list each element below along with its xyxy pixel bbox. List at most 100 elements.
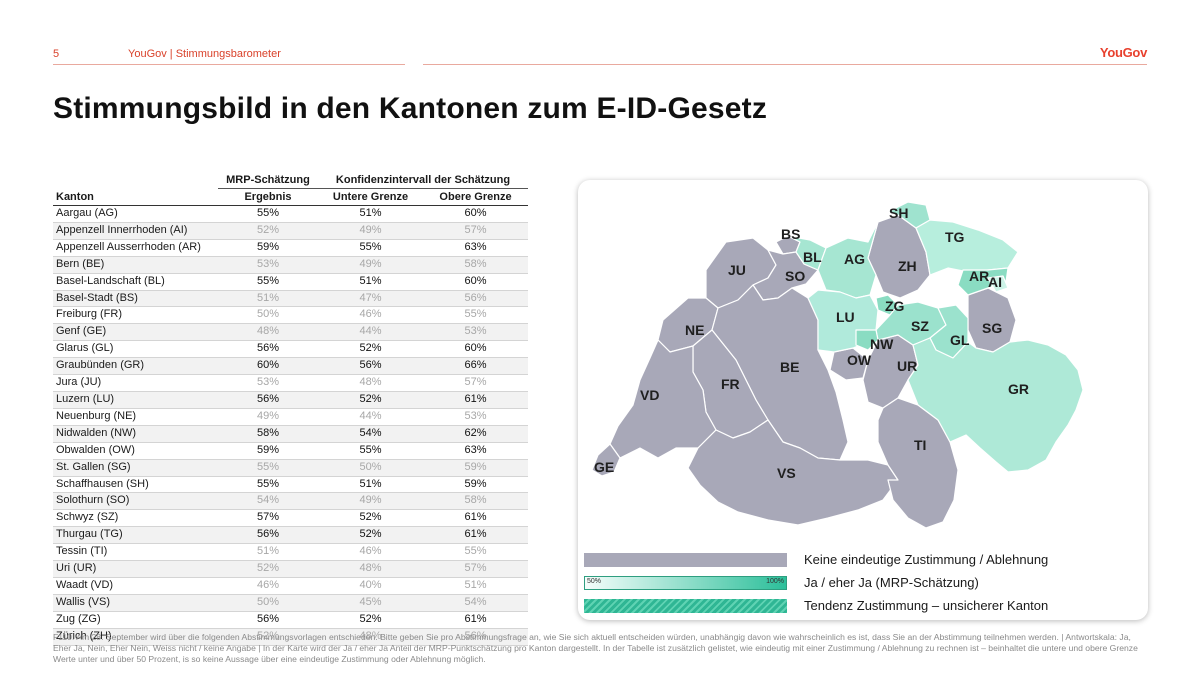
canton-name-cell: Wallis (VS)	[53, 594, 218, 612]
ergebnis-cell: 49%	[218, 408, 318, 426]
canton-vd	[609, 339, 717, 459]
table-row: Basel-Landschaft (BL) 55% 51% 60%	[53, 273, 528, 291]
obere-grenze-cell: 61%	[423, 509, 528, 528]
obere-grenze-cell: 51%	[423, 577, 528, 595]
table-row: Schwyz (SZ) 57% 52% 61%	[53, 509, 528, 528]
canton-name-cell: Appenzell Ausserrhoden (AR)	[53, 239, 218, 257]
label-bs: BS	[781, 226, 800, 242]
ergebnis-cell: 60%	[218, 357, 318, 376]
table-row: Luzern (LU) 56% 52% 61%	[53, 391, 528, 409]
untere-grenze-cell: 46%	[318, 306, 423, 325]
ergebnis-cell: 51%	[218, 543, 318, 562]
obere-grenze-cell: 57%	[423, 222, 528, 240]
label-fr: FR	[721, 376, 740, 392]
obere-grenze-cell: 59%	[423, 476, 528, 494]
header-kanton: Kanton	[53, 188, 218, 206]
untere-grenze-cell: 49%	[318, 256, 423, 274]
obere-grenze-cell: 60%	[423, 273, 528, 291]
table-row: Appenzell Ausserrhoden (AR) 59% 55% 63%	[53, 239, 528, 257]
canton-name-cell: Zürich (ZH)	[53, 628, 218, 646]
canton-name-cell: Freiburg (FR)	[53, 306, 218, 325]
table-row: Waadt (VD) 46% 40% 51%	[53, 577, 528, 595]
obere-grenze-cell: 57%	[423, 560, 528, 578]
canton-ge	[591, 443, 621, 477]
table-row: Neuenburg (NE) 49% 44% 53%	[53, 408, 528, 426]
label-ur: UR	[897, 358, 917, 374]
table-row: Zürich (ZH) 52% 48% 56%	[53, 628, 528, 646]
canton-name-cell: Basel-Landschaft (BL)	[53, 273, 218, 291]
table-row: Aargau (AG) 55% 51% 60%	[53, 205, 528, 223]
obere-grenze-cell: 60%	[423, 340, 528, 359]
ergebnis-cell: 50%	[218, 594, 318, 612]
canton-name-cell: Graubünden (GR)	[53, 357, 218, 376]
untere-grenze-cell: 49%	[318, 492, 423, 511]
canton-name-cell: Neuenburg (NE)	[53, 408, 218, 426]
header-empty	[53, 172, 218, 189]
legend-swatch-grey	[584, 553, 787, 567]
obere-grenze-cell: 54%	[423, 594, 528, 612]
table-row: Appenzell Innerrhoden (AI) 52% 49% 57%	[53, 222, 528, 240]
ergebnis-cell: 55%	[218, 273, 318, 291]
table-row: Schaffhausen (SH) 55% 51% 59%	[53, 476, 528, 494]
map-legend: Keine eindeutige Zustimmung / Ablehnung …	[584, 550, 1104, 620]
ergebnis-cell: 52%	[218, 560, 318, 578]
legend-row-yes: 50% 100% Ja / eher Ja (MRP-Schätzung)	[584, 573, 1104, 593]
obere-grenze-cell: 56%	[423, 628, 528, 646]
label-bl: BL	[803, 249, 822, 265]
table-row: Bern (BE) 53% 49% 58%	[53, 256, 528, 274]
ergebnis-cell: 59%	[218, 239, 318, 257]
canton-name-cell: Luzern (LU)	[53, 391, 218, 409]
table-row: Tessin (TI) 51% 46% 55%	[53, 543, 528, 562]
untere-grenze-cell: 55%	[318, 239, 423, 257]
canton-name-cell: Schwyz (SZ)	[53, 509, 218, 528]
untere-grenze-cell: 48%	[318, 560, 423, 578]
canton-table: MRP-Schätzung Konfidenzintervall der Sch…	[53, 172, 528, 646]
untere-grenze-cell: 52%	[318, 340, 423, 359]
untere-grenze-cell: 40%	[318, 577, 423, 595]
obere-grenze-cell: 53%	[423, 408, 528, 426]
label-ju: JU	[728, 262, 746, 278]
ergebnis-cell: 53%	[218, 374, 318, 392]
header-group-mrp: MRP-Schätzung	[218, 172, 318, 189]
table-row: Glarus (GL) 56% 52% 60%	[53, 340, 528, 359]
untere-grenze-cell: 48%	[318, 628, 423, 646]
canton-name-cell: Appenzell Innerrhoden (AI)	[53, 222, 218, 240]
label-sg: SG	[982, 320, 1002, 336]
obere-grenze-cell: 55%	[423, 543, 528, 562]
footnote: F110: Am 28. September wird über die fol…	[53, 632, 1138, 665]
legend-row-tendency: Tendenz Zustimmung – unsicherer Kanton	[584, 596, 1104, 616]
canton-name-cell: Thurgau (TG)	[53, 526, 218, 545]
canton-name-cell: Jura (JU)	[53, 374, 218, 392]
canton-name-cell: Zug (ZG)	[53, 611, 218, 629]
obere-grenze-cell: 61%	[423, 526, 528, 545]
ergebnis-cell: 55%	[218, 459, 318, 477]
label-be: BE	[780, 359, 799, 375]
untere-grenze-cell: 45%	[318, 594, 423, 612]
canton-name-cell: Nidwalden (NW)	[53, 425, 218, 443]
header-untere-grenze: Untere Grenze	[318, 188, 423, 206]
header-group-ki: Konfidenzintervall der Schätzung	[318, 172, 528, 189]
obere-grenze-cell: 63%	[423, 239, 528, 257]
canton-nw	[855, 329, 879, 351]
untere-grenze-cell: 52%	[318, 526, 423, 545]
untere-grenze-cell: 56%	[318, 357, 423, 376]
canton-name-cell: Solothurn (SO)	[53, 492, 218, 511]
obere-grenze-cell: 62%	[423, 425, 528, 443]
canton-name-cell: Uri (UR)	[53, 560, 218, 578]
header-divider-right	[423, 64, 1147, 65]
label-so: SO	[785, 268, 805, 284]
canton-gr	[907, 337, 1084, 473]
label-ar: AR	[969, 268, 989, 284]
label-sh: SH	[889, 205, 908, 221]
ergebnis-cell: 50%	[218, 306, 318, 325]
table-row: Solothurn (SO) 54% 49% 58%	[53, 492, 528, 511]
canton-name-cell: Waadt (VD)	[53, 577, 218, 595]
obere-grenze-cell: 56%	[423, 290, 528, 308]
label-ti: TI	[914, 437, 926, 453]
canton-ag	[817, 221, 879, 299]
untere-grenze-cell: 50%	[318, 459, 423, 477]
legend-label-yes: Ja / eher Ja (MRP-Schätzung)	[804, 575, 979, 590]
untere-grenze-cell: 55%	[318, 442, 423, 460]
ergebnis-cell: 55%	[218, 476, 318, 494]
label-sz: SZ	[911, 318, 929, 334]
